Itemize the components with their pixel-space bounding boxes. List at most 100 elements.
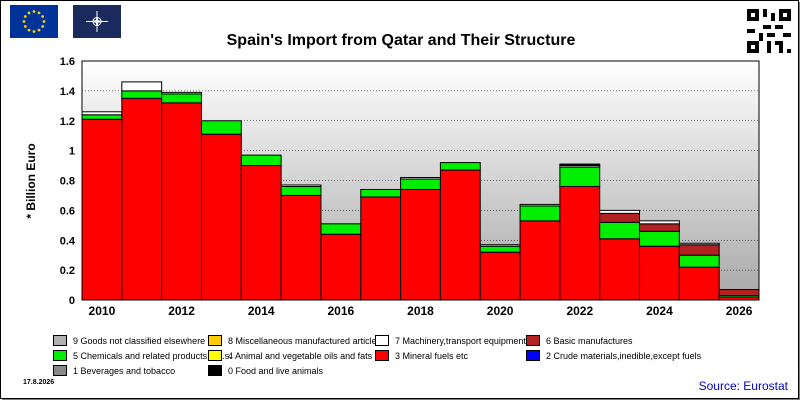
bar-segment — [599, 209, 641, 214]
x-tick-label: 2024 — [646, 304, 673, 318]
y-tick-label: 1.2 — [60, 116, 75, 128]
bar-segment — [161, 102, 202, 301]
x-tick-label: 2026 — [726, 304, 753, 318]
legend-label: 7 Machinery,transport equipment — [395, 335, 526, 346]
x-tick-label: 2010 — [89, 304, 116, 318]
legend-label: 5 Chemicals and related products,n.e.s. — [73, 350, 232, 361]
chart-title: Spain's Import from Qatar and Their Stru… — [226, 32, 576, 49]
legend-swatch — [208, 365, 222, 376]
legend-item: 5 Chemicals and related products,n.e.s. — [53, 350, 232, 361]
bar-segment — [519, 203, 561, 207]
legend-swatch — [208, 335, 222, 346]
date-stamp: 17.8.2026 — [23, 379, 55, 386]
bar-segment — [639, 230, 680, 247]
legend-label: 6 Basic manufactures — [546, 335, 633, 346]
bar-segment — [121, 97, 163, 301]
legend-swatch — [526, 335, 540, 346]
bar-segment — [559, 163, 601, 167]
legend-swatch — [53, 335, 67, 346]
bar-segment — [280, 185, 322, 196]
qr-code-icon[interactable] — [747, 9, 791, 53]
bar-segment — [479, 244, 521, 247]
bar-segment — [599, 221, 641, 240]
bar-segment — [280, 184, 322, 187]
legend-label: 4 Animal and vegetable oils and fats — [228, 350, 373, 361]
bar-segment — [240, 165, 282, 301]
bar-segment — [81, 111, 123, 116]
legend-item: 9 Goods not classified elsewhere — [53, 335, 205, 346]
bar-segment — [320, 233, 362, 301]
bar-segment — [200, 120, 242, 135]
legend-item: 7 Machinery,transport equipment — [375, 335, 526, 346]
bar-segment — [559, 166, 601, 187]
bar-segment — [519, 205, 561, 222]
bar-segment — [121, 90, 163, 99]
bar-segment — [678, 244, 720, 256]
legend-label: 9 Goods not classified elsewhere — [73, 335, 206, 346]
legend-swatch — [526, 350, 540, 361]
legend-label: 2 Crude materials,inedible,except fuels — [546, 350, 702, 361]
legend-item: 1 Beverages and tobacco — [53, 365, 175, 376]
y-tick-label: 1.4 — [60, 86, 76, 98]
bar-segment — [559, 185, 601, 301]
bar-segment — [678, 242, 720, 246]
x-tick-labels: 2010 2012 2014 2016 2018 2020 2022 2024 2026 — [89, 304, 753, 318]
legend-item: 2 Crude materials,inedible,except fuels — [526, 350, 701, 361]
bar-segment — [599, 238, 641, 301]
legend-swatch — [53, 350, 67, 361]
bar-segment — [718, 289, 760, 297]
legend-item: 3 Mineral fuels etc — [375, 350, 468, 361]
legend-swatch — [375, 335, 389, 346]
bar-segment — [599, 212, 641, 223]
bar-segment — [161, 93, 202, 104]
legend-label: 1 Beverages and tobacco — [73, 365, 176, 376]
bar-segment — [400, 178, 441, 190]
y-tick-label: 1.6 — [60, 56, 75, 68]
source-link[interactable]: Source: Eurostat — [698, 379, 788, 393]
legend-swatch — [208, 350, 222, 361]
y-tick-label: 0 — [69, 295, 75, 307]
bar-segment — [240, 154, 282, 167]
x-tick-label: 2012 — [168, 304, 195, 318]
x-tick-label: 2020 — [487, 304, 514, 318]
legend-swatch — [53, 365, 67, 376]
bar-segment — [320, 223, 362, 235]
bar-segment — [519, 220, 561, 301]
bar-segment — [678, 254, 720, 268]
x-tick-label: 2018 — [407, 304, 434, 318]
bar-segment — [639, 220, 680, 225]
bar-segment — [639, 245, 680, 301]
x-tick-label: 2014 — [248, 304, 275, 318]
bar-segment — [400, 188, 441, 301]
y-tick-label: 0.6 — [60, 205, 75, 217]
x-tick-label: 2016 — [328, 304, 355, 318]
bar-segment — [479, 245, 521, 253]
eu-flag-icon — [10, 5, 58, 38]
legend-item: 0 Food and live animals — [208, 365, 323, 376]
bar-segment — [360, 188, 402, 198]
y-tick-label: 0.8 — [60, 176, 75, 188]
legend-swatch — [375, 350, 389, 361]
y-tick-labels: 0 0.2 0.4 0.6 0.8 1 1.2 1.4 1.6 — [60, 56, 76, 307]
y-tick-label: 1 — [69, 146, 75, 158]
legend-item: 4 Animal and vegetable oils and fats — [208, 350, 372, 361]
bar-segment — [81, 118, 123, 301]
bar-segment — [161, 91, 202, 95]
bar-segment — [81, 114, 123, 120]
y-tick-label: 0.4 — [60, 235, 76, 247]
bar-segment — [280, 194, 322, 301]
legend-item: 8 Miscellaneous manufactured articles — [208, 335, 381, 346]
y-tick-label: 0.2 — [60, 265, 75, 277]
bar-segment — [479, 251, 521, 301]
nato-flag-icon — [73, 5, 121, 38]
legend-label: 0 Food and live animals — [228, 365, 324, 376]
bar-segment — [121, 81, 163, 92]
bar-segment — [200, 133, 242, 301]
bars — [81, 81, 760, 301]
bar-segment — [678, 266, 720, 301]
bar-segment — [439, 169, 481, 301]
bar-segment — [439, 162, 481, 171]
bar-segment — [360, 196, 402, 301]
bar-segment — [400, 177, 441, 180]
